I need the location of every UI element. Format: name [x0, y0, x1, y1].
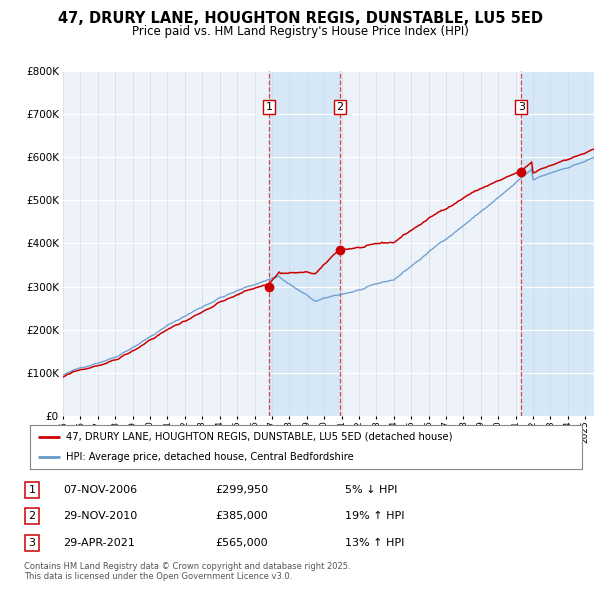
- Text: £565,000: £565,000: [215, 537, 268, 548]
- Bar: [269, 71, 340, 416]
- Text: Contains HM Land Registry data © Crown copyright and database right 2025.
This d: Contains HM Land Registry data © Crown c…: [24, 562, 350, 581]
- Text: 1: 1: [29, 485, 35, 495]
- Text: HPI: Average price, detached house, Central Bedfordshire: HPI: Average price, detached house, Cent…: [66, 452, 353, 462]
- Text: 47, DRURY LANE, HOUGHTON REGIS, DUNSTABLE, LU5 5ED (detached house): 47, DRURY LANE, HOUGHTON REGIS, DUNSTABL…: [66, 432, 452, 442]
- Text: 3: 3: [29, 537, 35, 548]
- Text: 47, DRURY LANE, HOUGHTON REGIS, DUNSTABLE, LU5 5ED: 47, DRURY LANE, HOUGHTON REGIS, DUNSTABL…: [58, 11, 542, 25]
- Bar: [521, 71, 594, 416]
- Text: 19% ↑ HPI: 19% ↑ HPI: [345, 512, 404, 521]
- Text: 29-APR-2021: 29-APR-2021: [63, 537, 135, 548]
- Text: 29-NOV-2010: 29-NOV-2010: [63, 512, 137, 521]
- Text: 2: 2: [337, 102, 344, 112]
- Text: 13% ↑ HPI: 13% ↑ HPI: [345, 537, 404, 548]
- Text: 3: 3: [518, 102, 525, 112]
- Text: £385,000: £385,000: [215, 512, 268, 521]
- Text: £299,950: £299,950: [215, 485, 269, 495]
- Text: 2: 2: [29, 512, 35, 521]
- Text: 5% ↓ HPI: 5% ↓ HPI: [345, 485, 397, 495]
- Text: 07-NOV-2006: 07-NOV-2006: [63, 485, 137, 495]
- Text: Price paid vs. HM Land Registry's House Price Index (HPI): Price paid vs. HM Land Registry's House …: [131, 25, 469, 38]
- Text: 1: 1: [266, 102, 273, 112]
